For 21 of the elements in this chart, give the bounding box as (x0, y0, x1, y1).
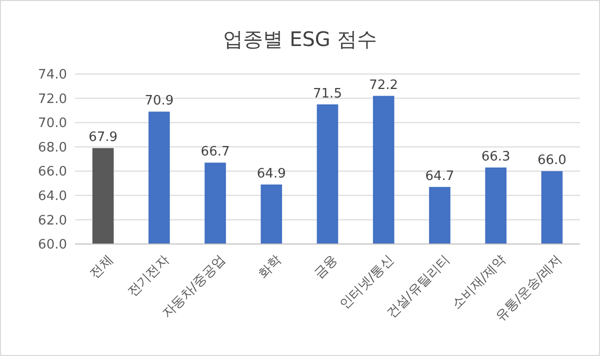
data-label: 67.9 (88, 130, 118, 146)
x-tick-label: 금융 (312, 252, 341, 282)
data-label: 70.9 (144, 94, 174, 109)
data-label: 72.2 (369, 78, 398, 93)
y-tick-label: 64.0 (38, 188, 67, 204)
y-tick-label: 70.0 (38, 116, 67, 132)
y-tick-label: 68.0 (38, 140, 67, 156)
y-tick-label: 74.0 (38, 68, 67, 83)
data-label: 64.9 (256, 166, 286, 182)
data-label: 71.5 (313, 86, 342, 102)
data-label: 66.7 (200, 144, 230, 160)
y-tick-label: 62.0 (38, 213, 67, 228)
x-tick-label: 화학 (256, 252, 285, 282)
y-tick-label: 66.0 (38, 164, 67, 180)
y-tick-label: 60.0 (38, 238, 67, 253)
data-label: 64.7 (425, 168, 454, 184)
chart-title: 업종별 ESG 점수 (223, 27, 377, 51)
y-tick-label: 72.0 (38, 92, 67, 107)
data-label: 66.3 (481, 150, 510, 164)
data-label: 66.0 (537, 153, 566, 168)
x-tick-label: 전체 (87, 252, 116, 282)
